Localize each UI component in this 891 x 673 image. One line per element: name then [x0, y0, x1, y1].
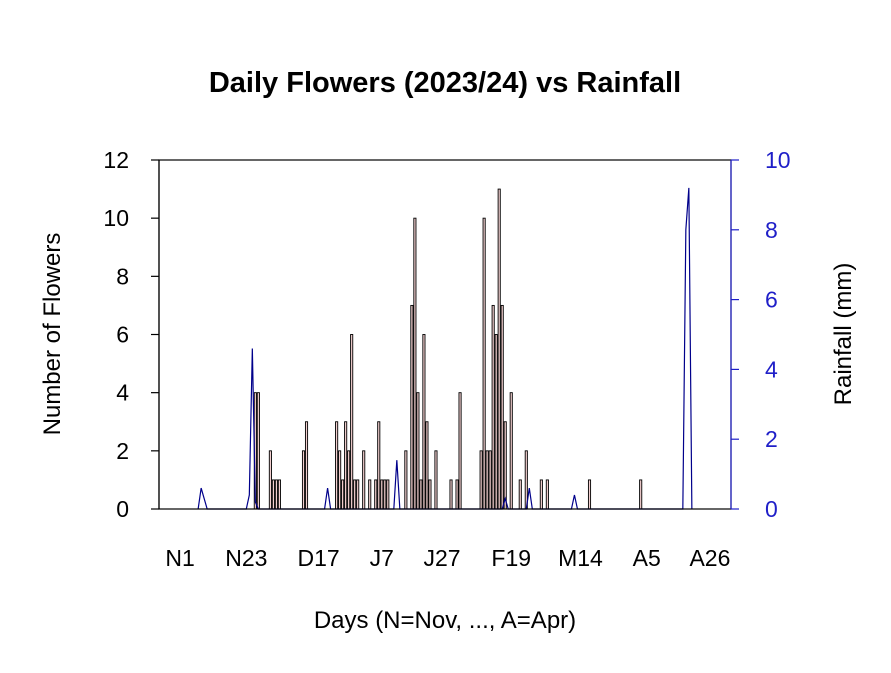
left-tick-label: 12 — [103, 147, 129, 173]
flower-bar — [268, 450, 272, 510]
flower-bar — [455, 479, 459, 510]
x-tick-label: A26 — [689, 545, 730, 571]
x-tick-label: D17 — [297, 545, 339, 571]
flower-bar — [338, 450, 342, 510]
flower-bar — [335, 421, 339, 510]
flower-bar — [491, 304, 495, 510]
flower-bar — [416, 392, 420, 510]
left-tick-label: 2 — [116, 438, 129, 464]
flower-bar — [428, 479, 432, 510]
flower-bar — [368, 479, 372, 510]
flower-bar — [482, 217, 486, 510]
flower-bar — [277, 479, 281, 510]
x-tick-label: F19 — [491, 545, 531, 571]
left-tick-label: 0 — [116, 496, 129, 522]
flower-bar — [380, 479, 384, 510]
flower-bar — [350, 334, 354, 510]
flower-bar — [341, 479, 345, 510]
x-tick-label: M14 — [558, 545, 603, 571]
flower-bar — [256, 392, 260, 510]
flower-bar — [449, 479, 453, 510]
flower-bar — [494, 334, 498, 510]
left-y-axis: 0 2 4 6 8 10 12 — [103, 147, 160, 522]
right-y-axis-label: Rainfall (mm) — [830, 263, 857, 406]
flower-bar — [458, 392, 462, 510]
left-tick-label: 6 — [116, 322, 129, 348]
flower-bar — [377, 421, 381, 510]
flower-bar — [485, 450, 489, 510]
flower-bar — [422, 334, 426, 510]
left-tick-label: 4 — [116, 380, 129, 406]
x-tick-label: N1 — [165, 545, 194, 571]
flower-bar — [518, 479, 522, 510]
flower-bar — [274, 479, 278, 510]
flower-bar — [434, 450, 438, 510]
flower-bar — [347, 450, 351, 510]
flower-bar — [503, 421, 507, 510]
flower-bar — [344, 421, 348, 510]
right-tick-label: 10 — [765, 147, 791, 173]
flower-bar — [356, 479, 360, 510]
flower-bar — [587, 479, 592, 510]
flower-bar — [304, 421, 309, 510]
right-tick-label: 0 — [765, 496, 778, 522]
flower-bar — [500, 304, 504, 510]
flower-bar — [509, 392, 513, 510]
left-tick-label: 10 — [103, 205, 129, 231]
flower-bar — [539, 479, 543, 510]
flower-bar — [488, 450, 492, 510]
flower-bar — [271, 479, 275, 510]
flower-bar — [545, 479, 549, 510]
rainfall-line — [197, 187, 693, 510]
flower-bar — [301, 450, 306, 510]
x-axis: N1 N23 D17 J7 J27 F19 M14 A5 A26 — [165, 545, 730, 571]
flower-bar — [479, 450, 483, 510]
flower-bar — [374, 479, 378, 510]
flower-bar — [404, 450, 408, 510]
x-tick-label: J27 — [423, 545, 460, 571]
flower-bar — [497, 188, 501, 510]
x-axis-label: Days (N=Nov, ..., A=Apr) — [314, 607, 576, 634]
left-tick-label: 8 — [116, 263, 129, 289]
right-tick-label: 4 — [765, 356, 778, 382]
x-tick-label: N23 — [225, 545, 267, 571]
flower-bar — [362, 450, 366, 510]
flower-bar — [639, 479, 643, 510]
flower-bar — [383, 479, 387, 510]
flower-bar — [386, 479, 390, 510]
left-y-axis-label: Number of Flowers — [39, 233, 66, 436]
flower-bar — [425, 421, 429, 510]
x-tick-label: J7 — [370, 545, 394, 571]
flower-bar — [419, 479, 423, 510]
x-tick-label: A5 — [633, 545, 661, 571]
flower-bar — [410, 304, 414, 510]
chart-title: Daily Flowers (2023/24) vs Rainfall — [209, 67, 681, 99]
right-tick-label: 6 — [765, 287, 778, 313]
flower-bar — [353, 479, 357, 510]
right-tick-label: 2 — [765, 426, 778, 452]
right-tick-label: 8 — [765, 217, 778, 243]
flower-bar — [413, 217, 417, 510]
right-y-axis: 0 2 4 6 8 10 — [730, 147, 791, 522]
